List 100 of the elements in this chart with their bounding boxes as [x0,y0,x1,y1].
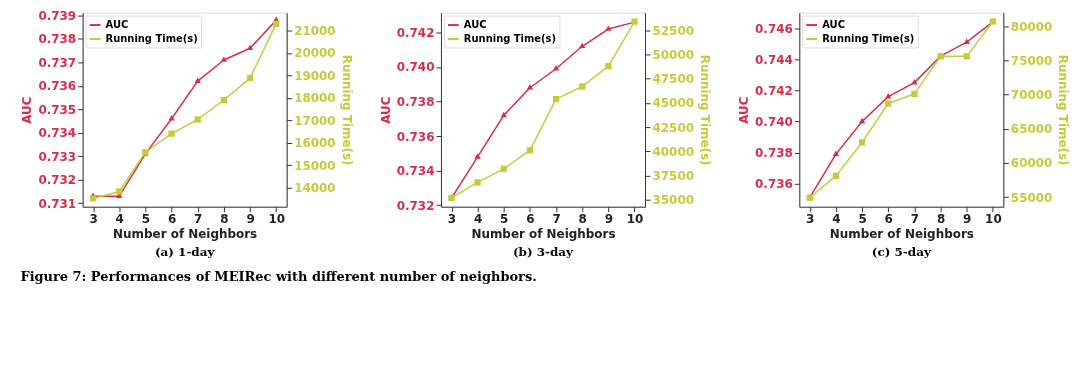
y2-tick-label: 40000 [652,144,695,159]
x-tick-label: 4 [832,212,841,227]
x-tick-label: 10 [626,212,644,227]
y2-tick-label: 70000 [1010,88,1053,103]
x-tick-label: 10 [268,212,286,227]
x-tick-label: 5 [141,212,151,227]
y2-tick-label: 21000 [294,24,336,39]
x-tick-label: 9 [604,212,614,227]
y-tick-label: 0.738 [38,32,77,47]
y2-tick-label: 42500 [652,120,695,135]
y-tick-label: 0.734 [38,126,77,141]
x-tick-label: 9 [246,212,255,227]
x-tick-label: 5 [500,212,509,227]
legend-label: AUC [463,19,487,31]
y-tick-label: 0.736 [38,79,77,94]
point [552,95,560,103]
point [526,84,534,90]
legend-label: AUC [822,19,845,31]
x-tick-label: 6 [884,212,893,227]
x-tick-label: 6 [167,212,177,227]
y-tick-label: 0.731 [38,196,77,211]
y-axis-title: AUC [737,96,752,124]
text: (c) 5-day [871,245,932,260]
point [116,188,123,195]
x-tick-label: 8 [578,212,587,227]
point [963,38,970,44]
x-axis-title: Number of Neighbors [829,227,974,242]
y-tick-label: 0.746 [755,21,793,36]
x-tick-label: 7 [552,212,561,227]
y-axis-title: AUC [378,96,393,124]
y-tick-label: 0.734 [396,164,435,179]
y2-tick-label: 47500 [652,72,695,87]
y2-tick-label: 80000 [1010,19,1053,34]
y-tick-label: 0.739 [38,8,77,23]
y-tick-label: 0.742 [755,83,793,98]
point [220,56,228,62]
x-tick-label: 3 [447,212,457,227]
point [474,153,481,159]
x-tick-label: 4 [115,212,124,227]
y-tick-label: 0.744 [755,52,793,67]
legend-label: Running Time(s) [463,32,557,44]
y2-tick-label: 52500 [652,23,695,38]
x-tick-label: 4 [473,212,483,227]
point [220,96,228,104]
caption: Figure 7: Performances of MEIRec with different number of neighbors. [20,268,537,284]
y2-tick-label: 45000 [652,96,695,111]
point [911,90,918,98]
text: (b) 3-day [512,245,575,260]
point [246,74,254,82]
x-tick-label: 7 [910,212,920,227]
y2-tick-label: 15000 [294,158,336,173]
point [885,100,892,107]
point [246,44,254,51]
legend-label: Running Time(s) [822,32,915,44]
legend-label: Running Time(s) [105,32,198,44]
x-axis-title: Number of Neighbors [113,227,258,242]
y2-tick-label: 55000 [1010,190,1053,205]
point [194,116,201,123]
y2-tick-label: 60000 [1010,156,1053,171]
y-tick-label: 0.737 [38,55,77,70]
y2-tick-label: 19000 [294,68,336,83]
point [832,150,840,156]
y2-tick-label: 65000 [1010,122,1053,137]
y-tick-label: 0.732 [38,173,77,188]
y2-tick-label: 20000 [294,46,336,61]
point [168,115,175,121]
y-tick-label: 0.735 [38,102,77,117]
y-axis-title: AUC [20,96,35,124]
text: (a) 1-day [154,245,216,260]
point [579,83,586,90]
y-tick-label: 0.740 [396,60,435,75]
y2-tick-label: 50000 [652,48,695,63]
point [552,65,560,71]
y-tick-label: 0.740 [755,114,793,129]
y2-tick-label: 75000 [1010,53,1053,68]
x-tick-label: 9 [963,212,972,227]
x-axis-title: Number of Neighbors [471,227,616,242]
y2-tick-label: 17000 [294,113,336,128]
y2-tick-label: 14000 [294,180,336,195]
point [500,165,507,172]
y-tick-label: 0.736 [396,129,435,144]
y-tick-label: 0.736 [755,177,793,192]
point [474,179,481,186]
y-tick-label: 0.732 [396,198,435,213]
y2-tick-label: 16000 [294,136,336,151]
y2-tick-label: 18000 [294,91,336,106]
point [579,42,586,49]
point [168,130,175,137]
point [194,77,201,83]
y-tick-label: 0.738 [755,146,793,161]
point [273,20,280,27]
y-tick-label: 0.742 [396,25,435,40]
y2-axis-title: Running Time(s) [698,54,712,166]
x-tick-label: 8 [220,212,229,227]
x-tick-label: 6 [526,212,535,227]
point [832,172,840,180]
y2-tick-label: 37500 [652,169,695,184]
point [605,63,612,70]
y2-tick-label: 35000 [652,193,695,208]
point [963,53,970,60]
